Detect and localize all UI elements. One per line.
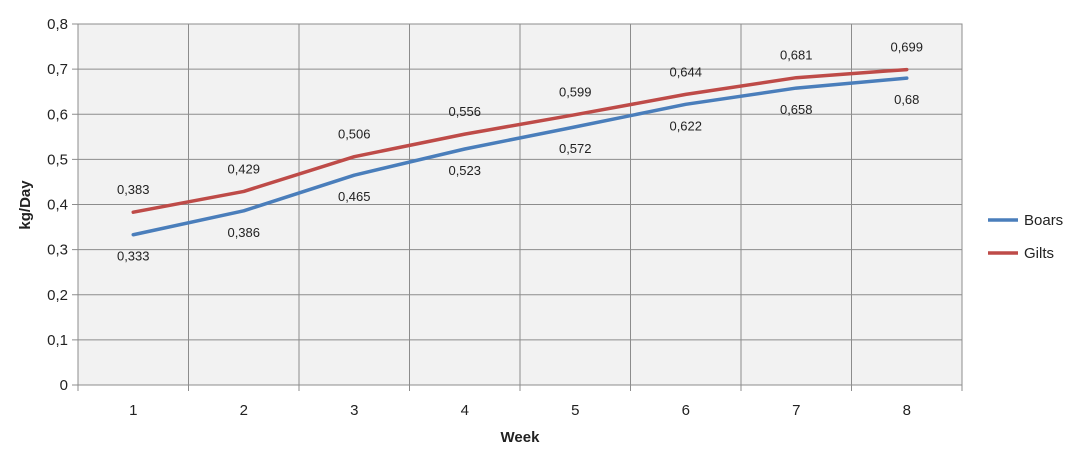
data-label-gilts: 0,383	[117, 182, 150, 197]
legend: Boars Gilts	[988, 212, 1063, 262]
y-tick-label: 0,2	[47, 287, 68, 304]
data-label-gilts: 0,644	[669, 64, 702, 79]
x-axis-title: Week	[501, 429, 541, 446]
x-tick-label: 8	[903, 402, 911, 419]
series-line-gilts	[131, 67, 909, 214]
data-label-gilts: 0,599	[559, 85, 592, 100]
y-tick-label: 0,1	[47, 332, 68, 349]
y-tick-label: 0,5	[47, 151, 68, 168]
data-label-gilts: 0,556	[448, 104, 481, 119]
y-axis-ticks: 0 0,1 0,2 0,3 0,4 0,5 0,6 0,7 0,8	[47, 16, 78, 394]
series-lines	[131, 67, 909, 237]
data-label-boars: 0,68	[894, 92, 919, 107]
legend-label-gilts: Gilts	[1024, 245, 1054, 262]
data-label-boars: 0,523	[448, 163, 481, 178]
y-tick-label: 0,8	[47, 16, 68, 33]
y-tick-label: 0,3	[47, 242, 68, 259]
x-tick-label: 2	[240, 402, 248, 419]
data-label-boars: 0,572	[559, 141, 592, 156]
x-tick-label: 1	[129, 402, 137, 419]
x-tick-label: 4	[461, 402, 469, 419]
y-axis-title: kg/Day	[17, 180, 34, 230]
data-labels: 0,333 0,386 0,465 0,523 0,572 0,622 0,658 0,68 0…	[117, 40, 923, 264]
x-tick-label: 7	[792, 402, 800, 419]
x-tick-label: 3	[350, 402, 358, 419]
data-label-boars: 0,622	[669, 118, 702, 133]
data-label-boars: 0,333	[117, 249, 150, 264]
data-label-boars: 0,386	[227, 225, 260, 240]
y-tick-label: 0,4	[47, 197, 68, 214]
legend-label-boars: Boars	[1024, 212, 1063, 229]
y-tick-label: 0	[60, 377, 68, 394]
data-label-gilts: 0,699	[890, 40, 923, 55]
data-label-gilts: 0,681	[780, 48, 813, 63]
x-axis-ticks: 1 2 3 4 5 6 7 8	[77, 385, 963, 419]
data-label-boars: 0,465	[338, 189, 371, 204]
data-label-gilts: 0,506	[338, 127, 371, 142]
series-line-boars	[131, 76, 909, 237]
y-tick-label: 0,6	[47, 106, 68, 123]
data-label-gilts: 0,429	[227, 161, 260, 176]
x-tick-label: 6	[682, 402, 690, 419]
x-tick-label: 5	[571, 402, 579, 419]
y-tick-label: 0,7	[47, 61, 68, 78]
data-label-boars: 0,658	[780, 102, 813, 117]
